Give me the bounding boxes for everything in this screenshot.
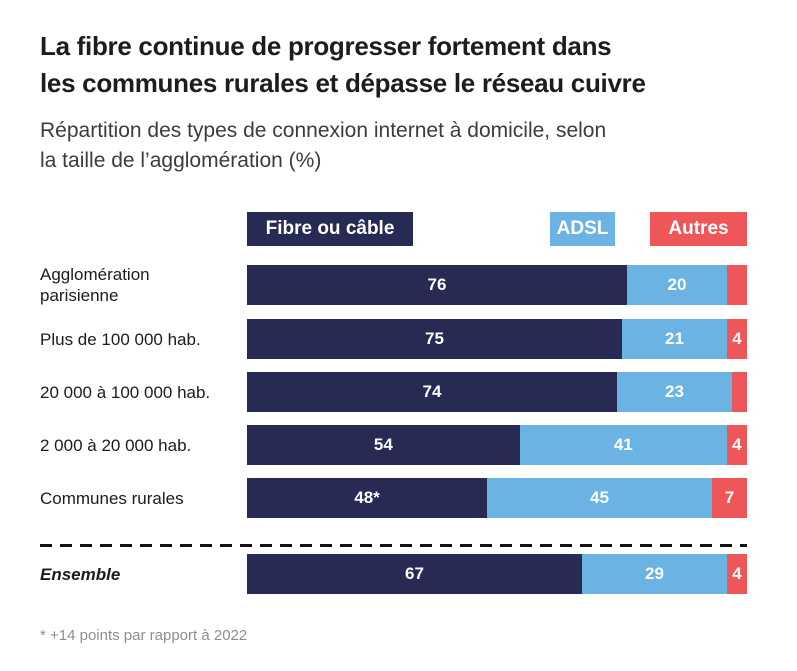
- bar-segment-autres: 7: [712, 478, 747, 518]
- value-label: 29: [645, 564, 664, 583]
- stacked-bar: 76 20: [247, 265, 747, 305]
- page-title: La fibre continue de progresser fortemen…: [40, 28, 747, 102]
- bar-row-agglomeration-parisienne: Agglomération parisienne 76 20: [40, 264, 747, 306]
- value-label: 41: [613, 435, 633, 454]
- value-label: 74: [422, 382, 442, 401]
- legend-item-fibre: Fibre ou câble: [247, 212, 413, 246]
- bar-segment-autres: 4: [727, 319, 747, 359]
- footnote: * +14 points par rapport à 2022: [40, 627, 248, 644]
- stacked-bar: 54 41 4: [247, 425, 747, 465]
- category-label: Agglomération parisienne: [40, 265, 150, 305]
- bar-segment-autres: [727, 265, 747, 305]
- value-label: 48*: [354, 488, 380, 507]
- bar-segment-autres: [732, 372, 747, 412]
- legend-item-adsl: ADSL: [550, 212, 615, 246]
- bar-segment-fibre: 48*: [247, 478, 487, 518]
- subtitle-line-2: la taille de l’agglomération (%): [40, 149, 322, 172]
- stacked-bar: 75 21 4: [247, 319, 747, 359]
- bar-chart: Agglomération parisienne 76 20 Plus de 1…: [40, 264, 747, 518]
- bar-row-2000-a-20000: 2 000 à 20 000 hab. 54 41 4: [40, 425, 747, 465]
- bar-segment-autres: 4: [727, 554, 747, 594]
- legend-item-autres: Autres: [650, 212, 747, 246]
- bar-row-communes-rurales: Communes rurales 48* 45 7: [40, 478, 747, 518]
- legend-label-adsl: ADSL: [556, 218, 609, 239]
- bar-segment-autres: 4: [726, 425, 747, 465]
- value-label: 76: [427, 275, 447, 294]
- stacked-bar: 48* 45 7: [247, 478, 747, 518]
- chart-legend: Fibre ou câble ADSL Autres: [247, 212, 747, 246]
- category-label: Communes rurales: [40, 488, 184, 508]
- value-label: 4: [732, 564, 742, 583]
- bar-segment-adsl: 29: [582, 554, 727, 594]
- title-line-1: La fibre continue de progresser fortemen…: [40, 31, 612, 61]
- bar-segment-fibre: 54: [247, 425, 520, 465]
- value-label: 54: [373, 435, 393, 454]
- stacked-bar: 67 29 4: [247, 554, 747, 594]
- bar-segment-adsl: 45: [487, 478, 712, 518]
- bar-segment-adsl: 41: [519, 425, 727, 465]
- value-label: 20: [667, 275, 687, 294]
- value-label: 75: [425, 329, 444, 348]
- value-label: 45: [590, 488, 609, 507]
- category-label-ensemble: Ensemble: [40, 564, 121, 584]
- bar-segment-fibre: 76: [247, 265, 627, 305]
- dashed-separator: [40, 544, 747, 547]
- value-label: 23: [665, 382, 684, 401]
- bar-row-plus-de-100000: Plus de 100 000 hab. 75 21 4: [40, 319, 747, 359]
- bar-segment-fibre: 74: [247, 372, 617, 412]
- bar-row-20000-a-100000: 20 000 à 100 000 hab. 74 23: [40, 372, 747, 412]
- stacked-bar: 74 23: [247, 372, 747, 412]
- bar-segment-fibre: 75: [247, 319, 622, 359]
- value-label: 67: [405, 564, 424, 583]
- legend-label-fibre: Fibre ou câble: [265, 218, 395, 239]
- value-label: 21: [665, 329, 684, 348]
- infographic: La fibre continue de progresser fortemen…: [40, 28, 747, 644]
- bar-segment-adsl: 20: [627, 265, 727, 305]
- category-label: 2 000 à 20 000 hab.: [40, 435, 192, 455]
- value-label: 7: [724, 488, 735, 507]
- subtitle-line-1: Répartition des types de connexion inter…: [40, 119, 607, 142]
- legend-label-autres: Autres: [668, 218, 729, 239]
- bar-segment-adsl: 23: [617, 372, 732, 412]
- chart-subtitle: Répartition des types de connexion inter…: [40, 116, 747, 176]
- value-label: 4: [732, 329, 742, 348]
- bar-segment-adsl: 21: [622, 319, 727, 359]
- category-label: Plus de 100 000 hab.: [40, 329, 201, 349]
- bar-row-ensemble: Ensemble 67 29 4: [40, 554, 747, 594]
- title-line-2: les communes rurales et dépasse le résea…: [40, 68, 646, 98]
- value-label: 4: [732, 435, 742, 454]
- category-label: 20 000 à 100 000 hab.: [40, 382, 211, 402]
- bar-segment-fibre: 67: [247, 554, 582, 594]
